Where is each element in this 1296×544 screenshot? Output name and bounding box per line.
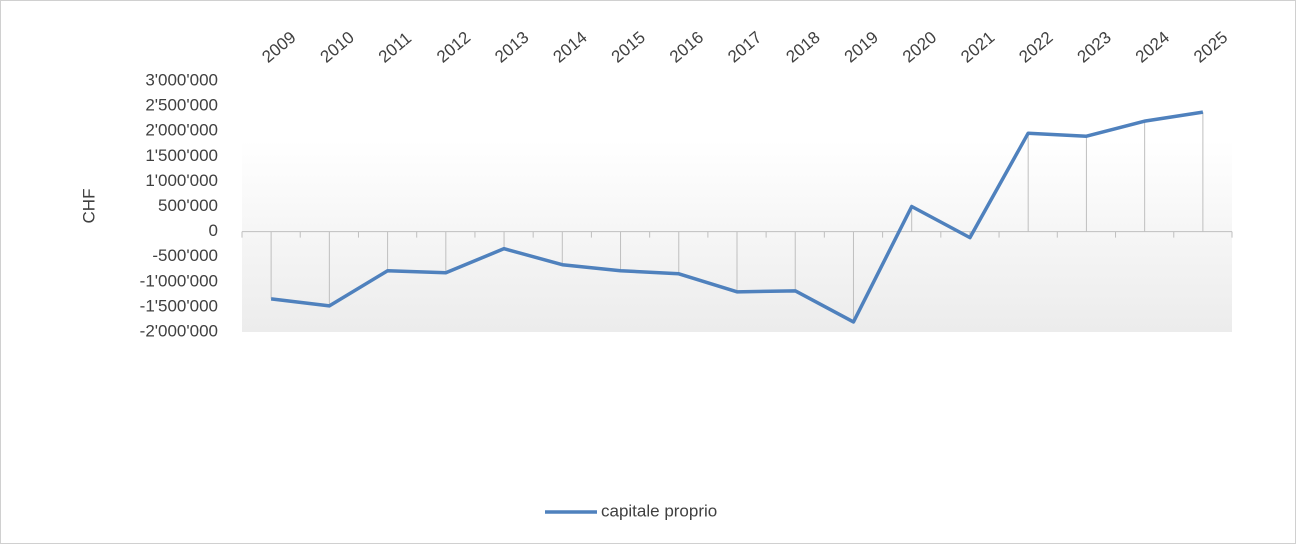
data-line — [270, 110, 1204, 324]
y-tick-label: 3'000'000 — [145, 70, 218, 89]
y-tick-label: 2'000'000 — [145, 121, 218, 140]
y-axis-label: CHF — [79, 189, 98, 224]
y-tick-label: 0 — [209, 221, 218, 240]
y-tick-label: -1'500'000 — [140, 296, 218, 315]
y-tick-label: -500'000 — [152, 246, 218, 265]
y-tick-label: -2'000'000 — [140, 321, 218, 340]
y-tick-label: 500'000 — [158, 196, 218, 215]
legend-label: capitale proprio — [601, 501, 717, 520]
y-tick-label: 1'000'000 — [145, 171, 218, 190]
y-tick-label: -1'000'000 — [140, 271, 218, 290]
y-tick-label: 1'500'000 — [145, 146, 218, 165]
y-tick-label: 2'500'000 — [145, 96, 218, 115]
